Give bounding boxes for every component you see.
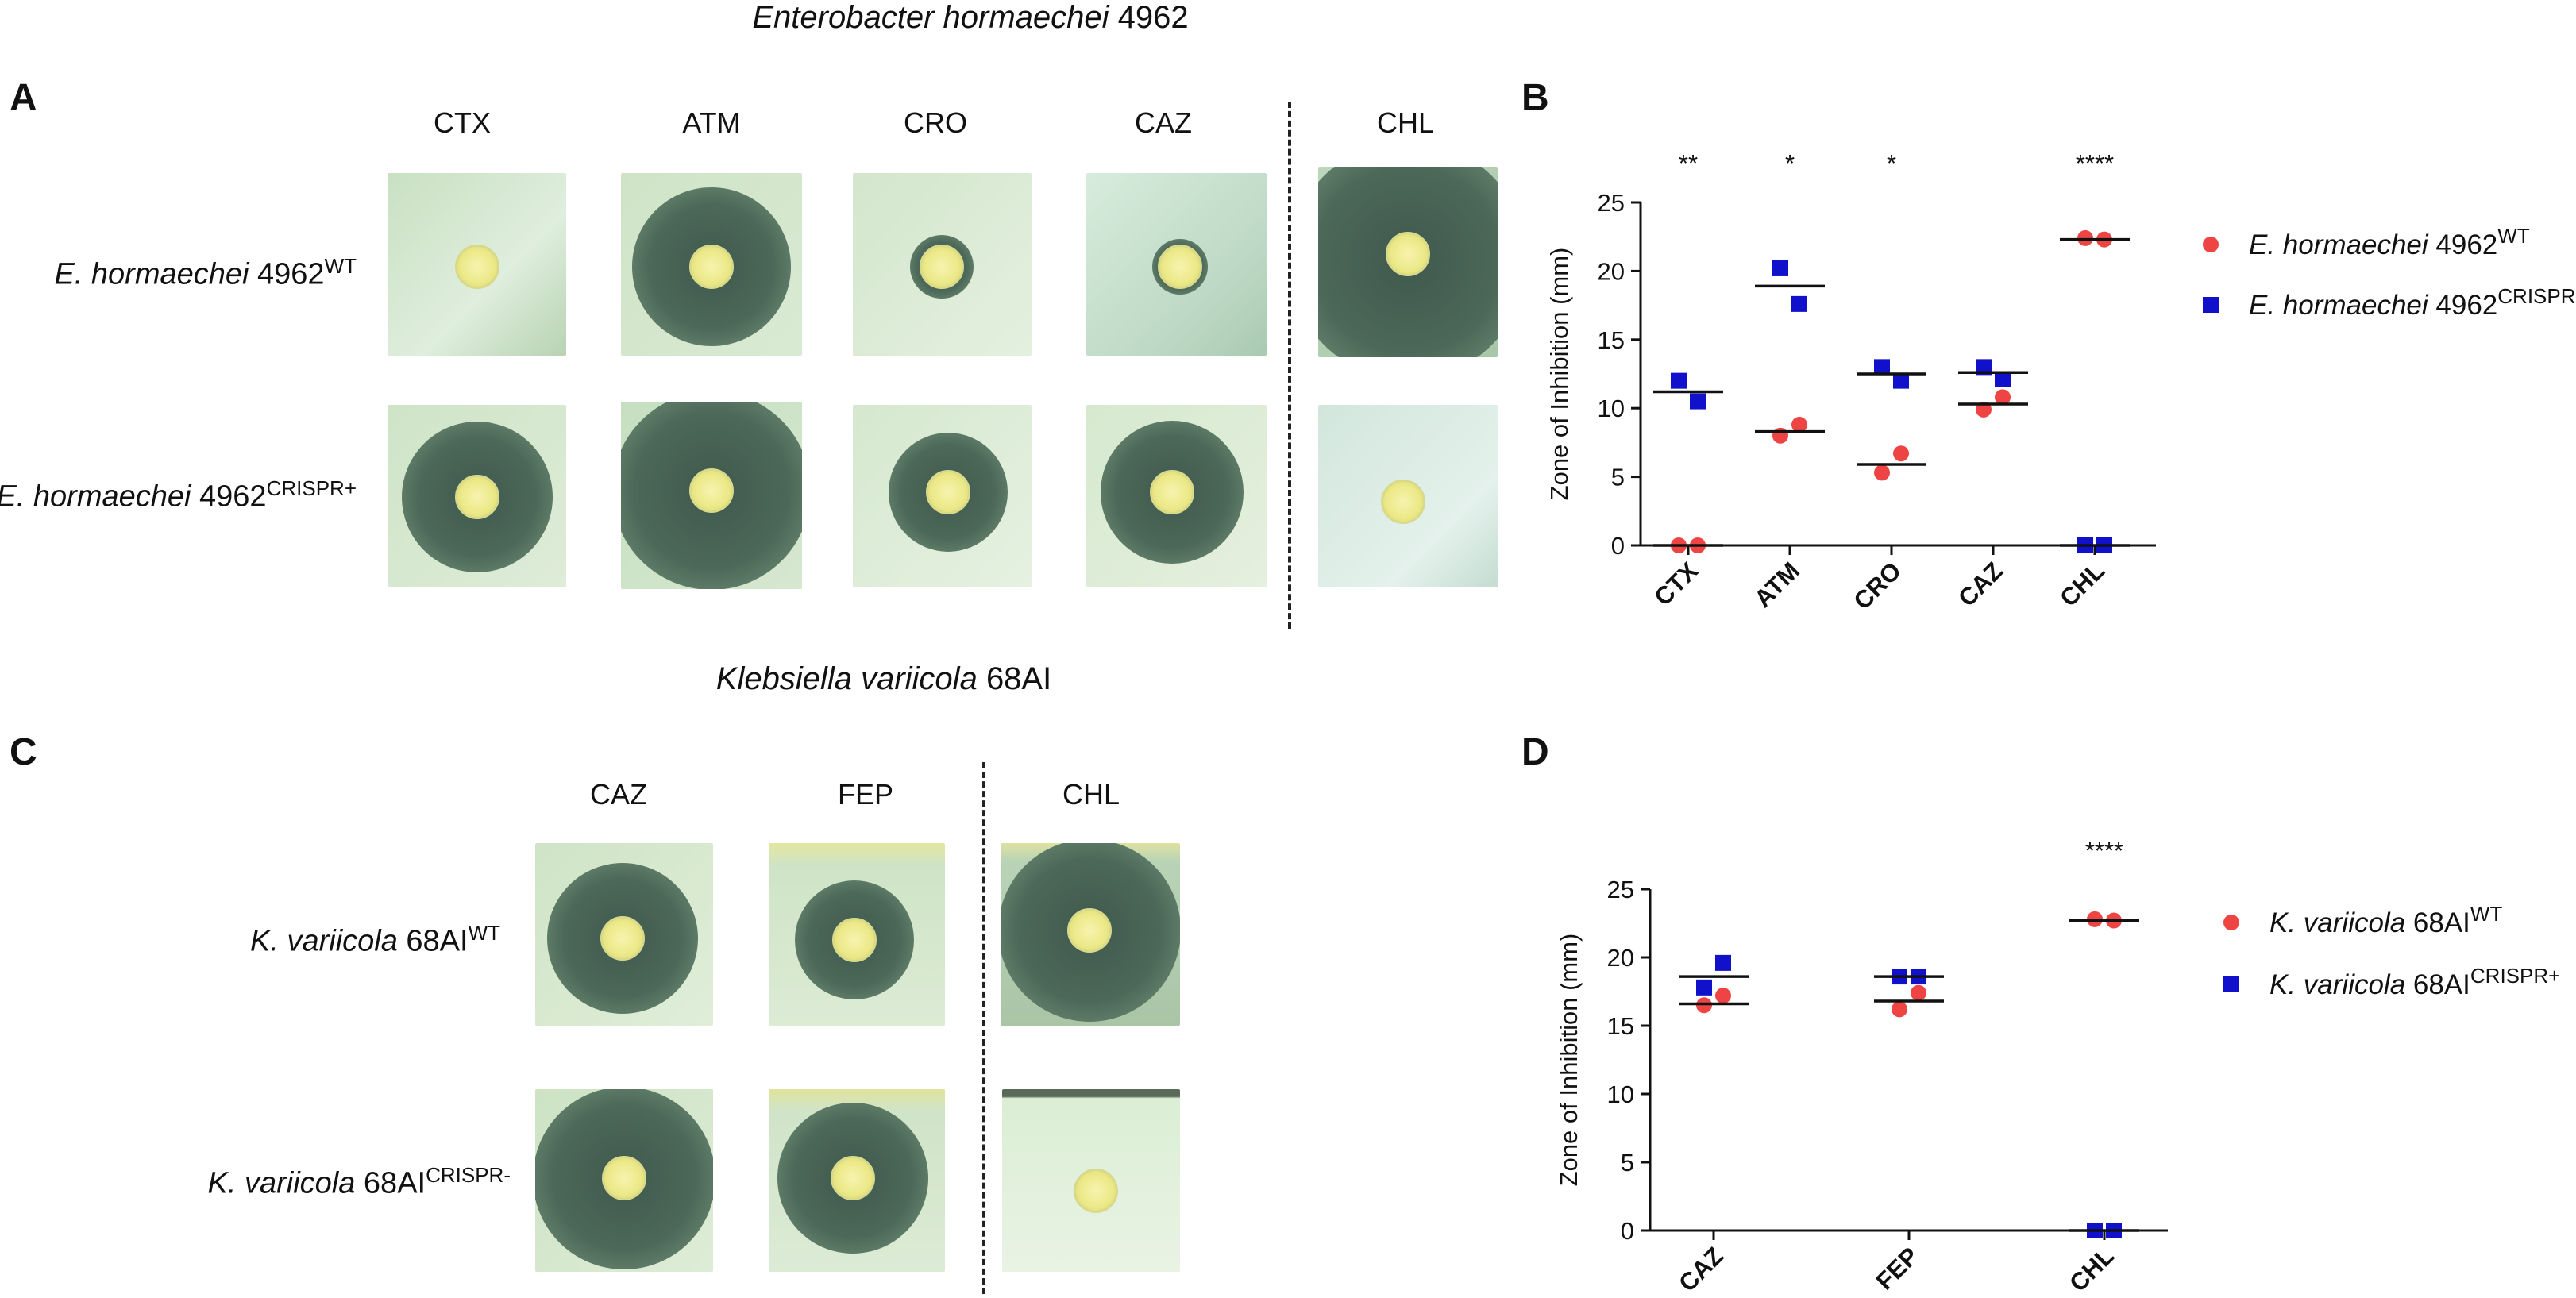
x-tick-label: CTX [1649, 557, 1703, 611]
y-tick-label: 5 [1611, 464, 1625, 491]
panel-c-col-label: CAZ [590, 778, 647, 811]
plate-image [853, 405, 1032, 587]
y-tick-label: 25 [1607, 876, 1634, 903]
data-point-wt [1892, 1001, 1907, 1018]
x-tick-label: CHL [2054, 557, 2110, 612]
y-tick-label: 10 [1598, 395, 1625, 422]
y-axis-label: Zone of Inhibition (mm) [1555, 934, 1583, 1187]
y-tick-label: 5 [1621, 1149, 1634, 1177]
plate-image [388, 405, 566, 587]
panel-c-col-label: FEP [837, 778, 894, 811]
legend-marker-wt [2203, 237, 2219, 252]
x-tick-label: CRO [1848, 557, 1906, 614]
plate-image [1002, 1089, 1180, 1272]
data-point-crispr [1995, 371, 2011, 387]
legend-marker-wt [2223, 915, 2239, 930]
panel-c-row-label-crispr: K. variicola 68AICRISPR- [207, 1163, 511, 1200]
section-a-genus: Enterobacter hormaechei [752, 0, 1109, 35]
plate-image [769, 843, 945, 1026]
plate-image [853, 173, 1032, 356]
y-tick-label: 15 [1607, 1012, 1634, 1040]
data-point-wt [1893, 445, 1909, 462]
legend-label: K. variicola 68AIWT [2269, 902, 2502, 938]
data-point-crispr [1690, 393, 1706, 410]
plate-image [535, 1089, 713, 1272]
x-tick-label: CHL [2064, 1242, 2119, 1294]
significance-label: **** [2085, 837, 2123, 865]
data-point-wt [1995, 389, 2011, 406]
data-point-wt [1976, 401, 1992, 418]
y-tick-label: 20 [1607, 944, 1634, 972]
data-point-crispr [1671, 372, 1687, 389]
plate-image [388, 173, 566, 356]
data-point-wt [1791, 416, 1807, 433]
chart-d: 0 5 10 15 20 25 Zone of Inhibition (mm) CAZ FEP C… [1555, 837, 2560, 1294]
data-point-crispr [1696, 979, 1712, 996]
panel-c-col-label: CHL [1062, 778, 1120, 811]
data-point-crispr [1874, 359, 1890, 376]
plate-image [621, 173, 802, 356]
data-point-crispr [1893, 372, 1909, 389]
divider-line [1288, 102, 1291, 629]
section-c-strain: 68AI [985, 661, 1052, 696]
data-point-wt [1772, 427, 1788, 444]
significance-label: **** [2076, 149, 2114, 177]
panel-letter-d: D [1521, 731, 1549, 773]
panel-a-col-label: CRO [904, 106, 967, 139]
data-point-crispr [1772, 260, 1788, 276]
plate-image [1086, 173, 1267, 356]
plate-image [769, 1089, 945, 1272]
data-point-crispr [1791, 295, 1807, 312]
significance-label: * [1887, 149, 1896, 177]
panel-a-col-label: CAZ [1135, 106, 1192, 139]
plate-image [1318, 405, 1498, 587]
x-tick-label: CAZ [1673, 1242, 1729, 1294]
data-point-wt [1715, 988, 1731, 1004]
legend-marker-crispr [2203, 297, 2219, 313]
y-tick-label: 25 [1598, 189, 1625, 217]
significance-label: * [1785, 149, 1795, 177]
y-tick-label: 10 [1607, 1080, 1634, 1108]
panel-a-row-label-crispr: E. hormaechei 4962CRISPR+ [0, 476, 357, 514]
divider-line [982, 762, 985, 1294]
plate-image [621, 402, 802, 589]
y-tick-label: 0 [1611, 532, 1625, 560]
y-tick-label: 0 [1621, 1217, 1634, 1245]
plate-image [1318, 167, 1498, 357]
panel-a-col-label: CTX [434, 106, 491, 139]
data-point-wt [1874, 464, 1890, 481]
significance-label: ** [1679, 149, 1698, 177]
plate-image [535, 843, 713, 1026]
panel-letter-b: B [1521, 77, 1549, 119]
y-tick-label: 20 [1598, 257, 1625, 285]
panel-c-row-label-wt: K. variicola 68AIWT [250, 921, 500, 958]
x-tick-label: FEP [1871, 1242, 1924, 1294]
panel-a-col-label: ATM [682, 106, 741, 139]
data-point-crispr [1715, 954, 1731, 971]
data-point-wt [1911, 984, 1926, 1001]
section-a-strain: 4962 [1117, 0, 1189, 35]
x-tick-label: ATM [1749, 557, 1805, 613]
plate-image [1001, 843, 1180, 1026]
y-tick-label: 15 [1598, 326, 1625, 354]
legend-label: K. variicola 68AICRISPR+ [2269, 964, 2560, 1000]
section-a-title: Enterobacter hormaechei 4962 [752, 0, 1188, 36]
x-tick-label: CAZ [1953, 557, 2008, 612]
legend-label: E. hormaechei 4962CRISPR+ [2249, 284, 2576, 321]
plate-image [1086, 405, 1267, 587]
legend-marker-crispr [2223, 976, 2239, 992]
section-c-genus: Klebsiella variicola [715, 661, 978, 696]
panel-letter-c: C [10, 731, 37, 773]
data-point-crispr [1976, 359, 1992, 376]
panel-a-row-label-wt: E. hormaechei 4962WT [54, 254, 357, 291]
panel-letter-a: A [10, 77, 37, 119]
section-c-title: Klebsiella variicola 68AI [716, 661, 1051, 697]
y-axis-label: Zone of Inhibition (mm) [1545, 248, 1573, 501]
legend-label: E. hormaechei 4962WT [2249, 224, 2530, 260]
panel-a-col-label: CHL [1376, 106, 1435, 139]
